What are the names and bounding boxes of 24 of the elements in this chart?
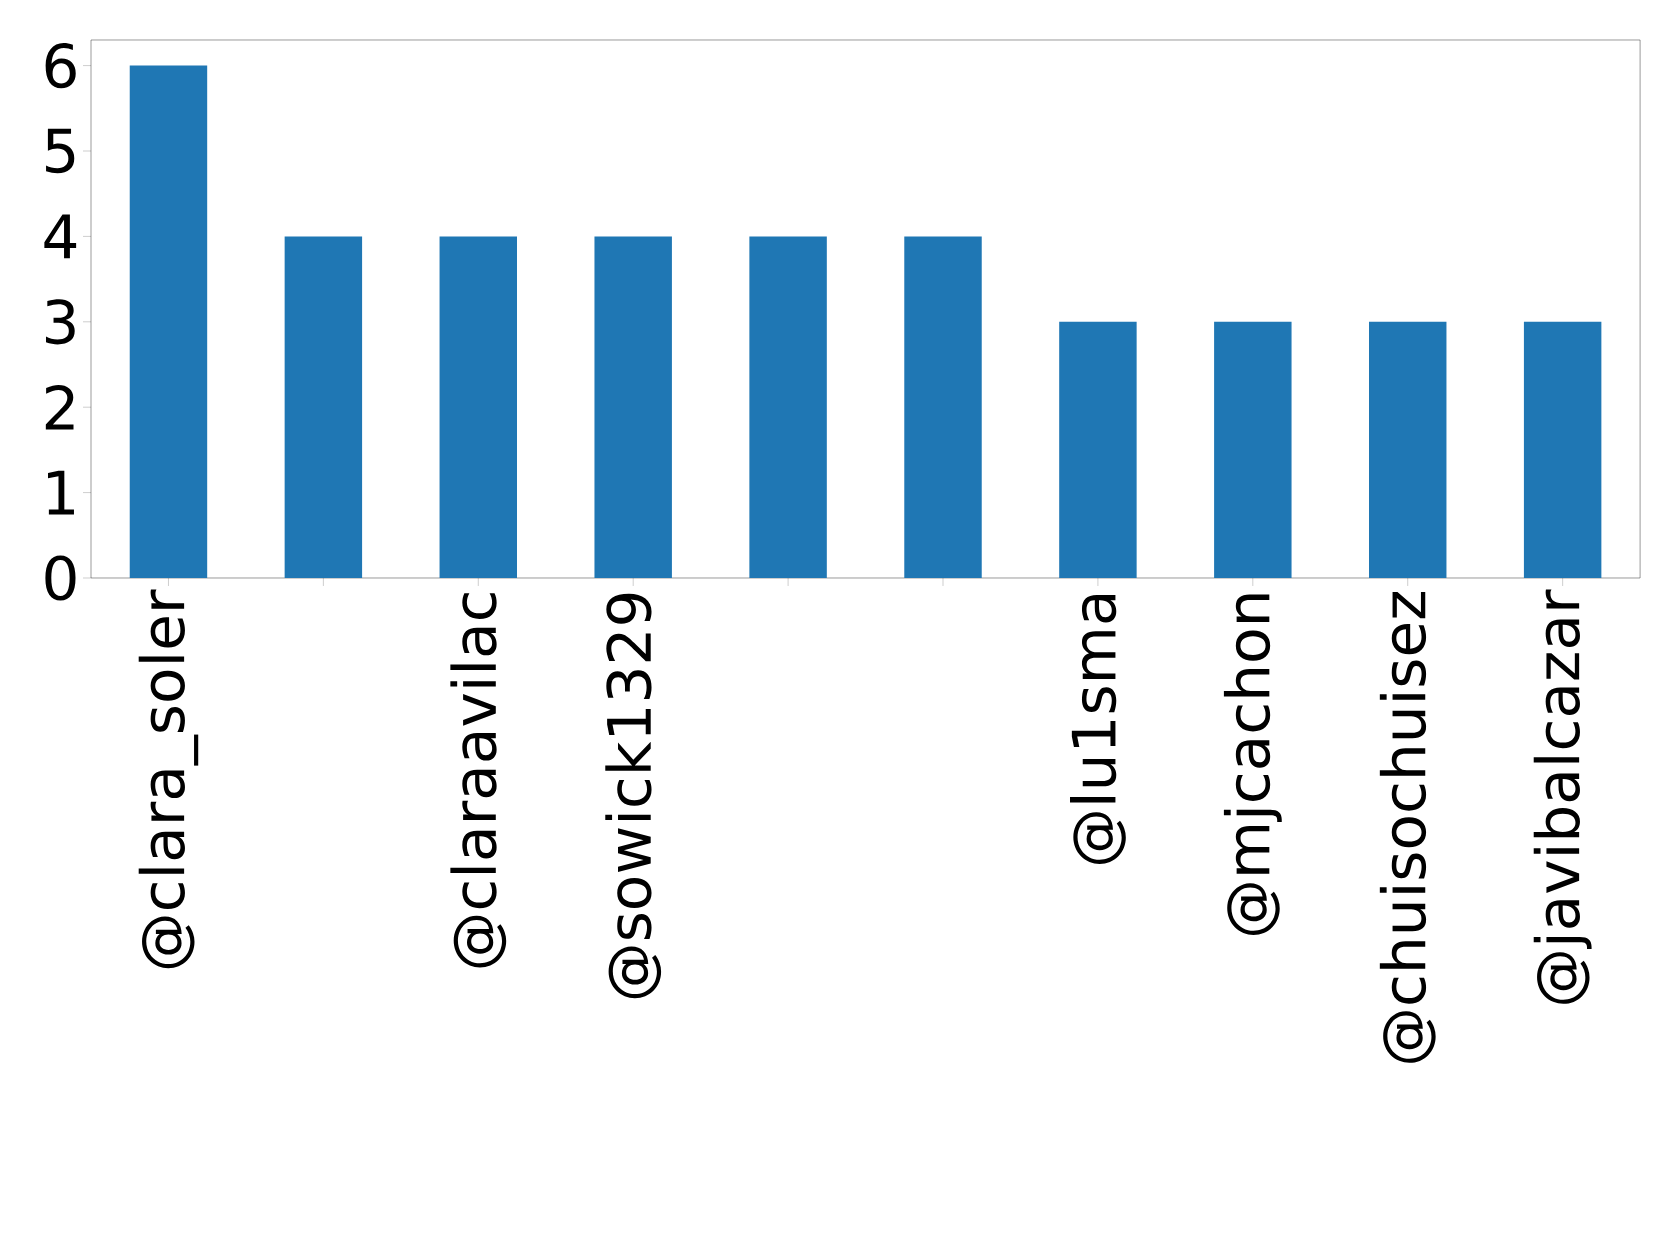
y-tick-label: 5 — [46, 128, 75, 174]
x-tick-label: @javibalcazar — [1533, 589, 1592, 1004]
x-tick-label: @clara_soler — [138, 589, 199, 969]
x-tick-label: @lu1sma — [1070, 594, 1126, 864]
bar — [1214, 321, 1292, 578]
x-tick-label: @sowick1329 — [605, 593, 662, 999]
bar — [1523, 321, 1602, 578]
bar — [749, 236, 827, 578]
y-tick-label: 0 — [45, 555, 76, 601]
bar — [1059, 321, 1137, 578]
bar — [439, 236, 517, 578]
y-tick-label: 2 — [45, 385, 74, 430]
x-tick-label: @claraavilac — [450, 593, 507, 968]
bar — [129, 65, 208, 578]
bar — [594, 236, 672, 578]
bar — [1369, 321, 1447, 578]
x-tick-label: @mjcachon — [1223, 594, 1282, 935]
bar — [284, 236, 363, 578]
y-tick-label: 3 — [46, 299, 75, 345]
bar — [904, 236, 982, 578]
x-tick-label: @chuisochuisez — [1379, 591, 1436, 1063]
y-tick-label: 6 — [45, 42, 76, 89]
y-tick-label: 4 — [44, 214, 77, 259]
y-tick-label: 1 — [48, 470, 74, 515]
